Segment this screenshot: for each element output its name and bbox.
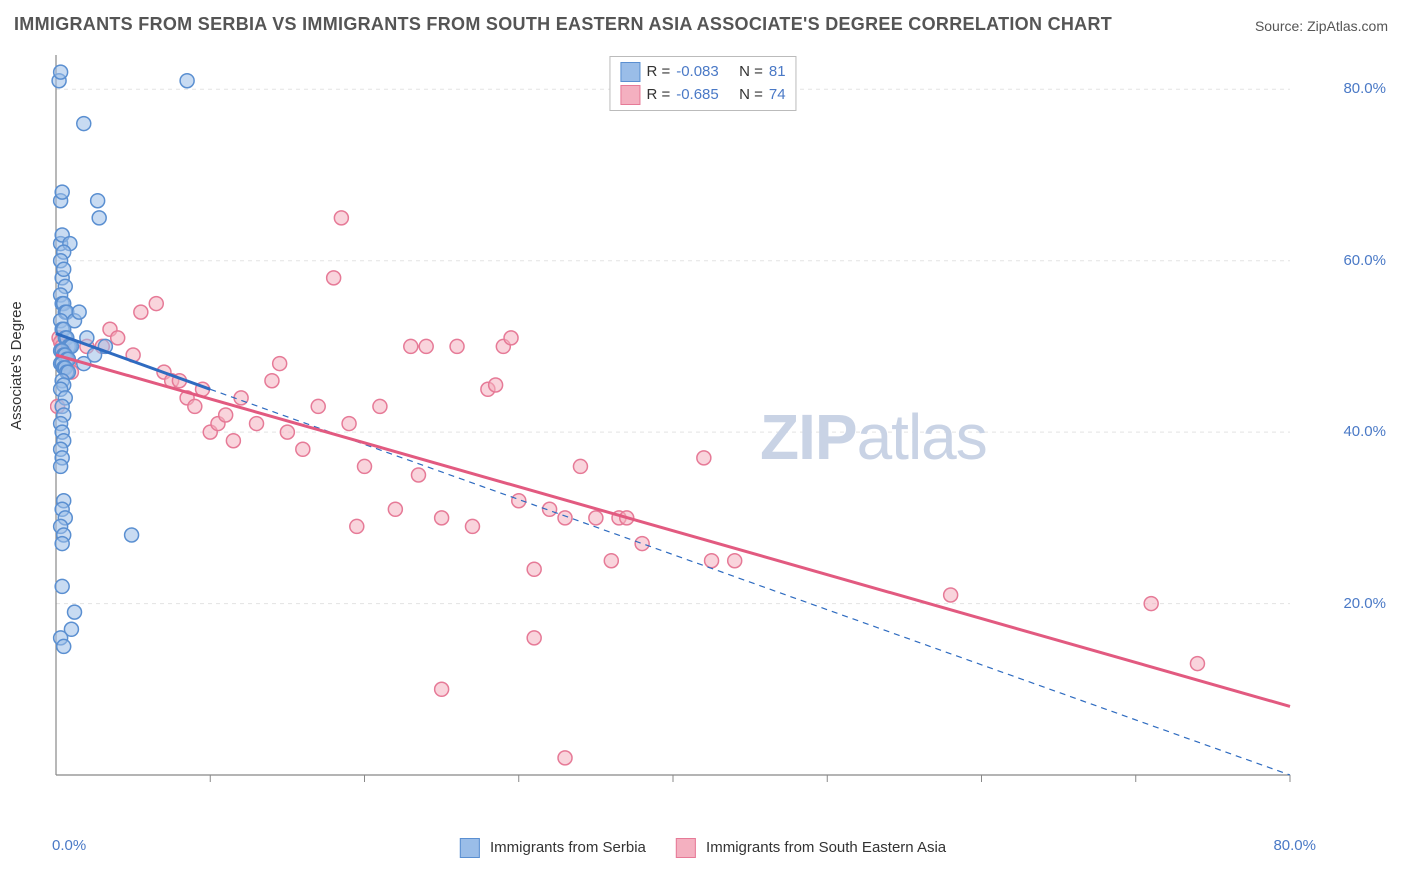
y-tick-label: 60.0% bbox=[1326, 252, 1386, 269]
legend-row-sea: R = -0.685 N = 74 bbox=[620, 84, 785, 107]
legend-swatch bbox=[620, 85, 640, 105]
legend-swatch bbox=[460, 838, 480, 858]
legend-item-serbia: Immigrants from Serbia bbox=[460, 838, 646, 858]
y-axis-label: Associate's Degree bbox=[8, 301, 25, 430]
y-tick-label: 80.0% bbox=[1326, 80, 1386, 97]
legend-swatch bbox=[676, 838, 696, 858]
legend-swatch bbox=[620, 62, 640, 82]
correlation-legend: R = -0.083 N = 81 R = -0.685 N = 74 bbox=[609, 56, 796, 111]
chart-title: IMMIGRANTS FROM SERBIA VS IMMIGRANTS FRO… bbox=[14, 14, 1112, 35]
y-tick-label: 40.0% bbox=[1326, 423, 1386, 440]
series-legend: Immigrants from Serbia Immigrants from S… bbox=[460, 838, 946, 858]
x-tick-left: 0.0% bbox=[52, 837, 86, 854]
scatter-plot bbox=[50, 55, 1340, 815]
y-tick-label: 20.0% bbox=[1326, 595, 1386, 612]
legend-item-sea: Immigrants from South Eastern Asia bbox=[676, 838, 946, 858]
source-label: Source: ZipAtlas.com bbox=[1255, 18, 1388, 34]
x-tick-right: 80.0% bbox=[1273, 837, 1316, 854]
legend-row-serbia: R = -0.083 N = 81 bbox=[620, 61, 785, 84]
